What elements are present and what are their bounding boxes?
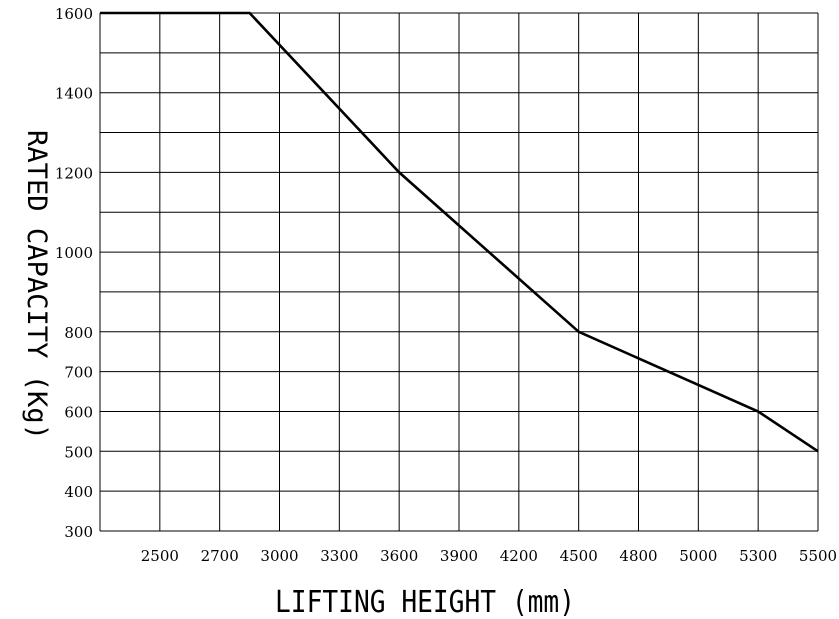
x-tick-label: 3300 <box>320 547 358 565</box>
x-tick-label: 2500 <box>141 547 179 565</box>
y-tick-label: 1600 <box>55 5 93 23</box>
y-tick-label: 800 <box>64 324 93 342</box>
x-tick-label: 3000 <box>260 547 298 565</box>
capacity-line <box>100 11 819 453</box>
y-tick-label: 1400 <box>55 85 93 103</box>
x-tick-label: 3600 <box>380 547 418 565</box>
x-tick-label: 4200 <box>500 547 538 565</box>
y-tick-labels: 300 400 500 600 700 800 1000 1200 1400 1600 <box>55 5 93 541</box>
x-tick-label: 2700 <box>201 547 239 565</box>
y-tick-label: 700 <box>64 364 93 382</box>
y-tick-label: 600 <box>64 403 93 421</box>
x-tick-label: 5000 <box>679 547 717 565</box>
y-tick-label: 500 <box>64 443 93 461</box>
x-tick-label: 5300 <box>739 547 777 565</box>
chart-grid <box>99 12 819 532</box>
y-tick-label: 400 <box>64 483 93 501</box>
x-tick-label: 4500 <box>560 547 598 565</box>
x-tick-label: 3900 <box>440 547 478 565</box>
x-tick-label: 4800 <box>619 547 657 565</box>
y-axis-title: RATED CAPACITY (Kg) <box>21 130 52 440</box>
y-tick-label: 1000 <box>55 244 93 262</box>
y-tick-label: 1200 <box>55 164 93 182</box>
x-tick-label: 5500 <box>799 547 837 565</box>
y-tick-label: 300 <box>64 523 93 541</box>
x-axis-title: LIFTING HEIGHT (mm) <box>275 585 575 619</box>
x-tick-labels: 2500 2700 3000 3300 3600 3900 4200 4500 4800 5000… <box>141 547 837 565</box>
